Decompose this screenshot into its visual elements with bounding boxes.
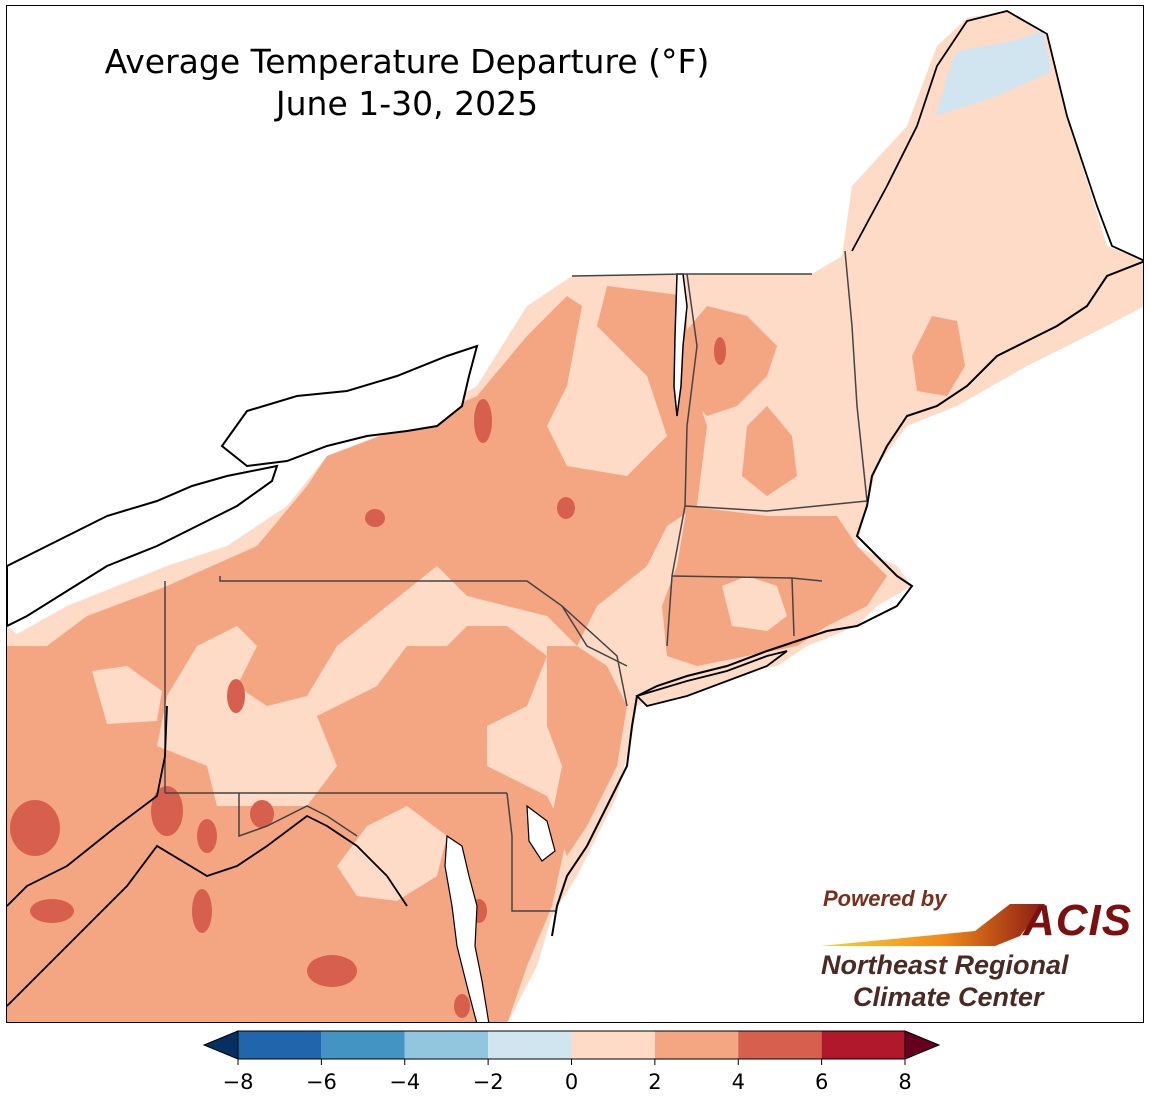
de-border xyxy=(506,792,557,912)
colorbar-tick-label: −4 xyxy=(389,1070,420,1094)
pocket-cool-pa-south xyxy=(212,721,267,781)
colorbar-tick-label: −8 xyxy=(223,1070,254,1094)
colorbar-legend: −8 −6 −4 −2 0 2 4 6 8 xyxy=(202,1030,941,1094)
hot-spot xyxy=(10,800,60,856)
colorbar-tick-label: 6 xyxy=(815,1070,828,1094)
acis-swoosh-icon xyxy=(820,904,1045,946)
colorbar-over-arrow xyxy=(904,1030,941,1060)
hot-spot xyxy=(714,337,726,365)
acis-nrcc-logo: Powered by ACIS Northeast Regional Clima… xyxy=(815,886,1135,1016)
vt-nh-border xyxy=(684,273,698,507)
hot-spot xyxy=(307,955,357,987)
state-boundaries xyxy=(164,250,868,912)
colorbar-bin xyxy=(488,1031,572,1059)
md-wv-border xyxy=(238,793,358,838)
colorbar-bin xyxy=(238,1031,322,1059)
colorbar-tick-label: −6 xyxy=(306,1070,337,1094)
pocket-cool-ma xyxy=(722,576,787,631)
colorbar-bin xyxy=(321,1031,405,1059)
logo-powered-by: Powered by xyxy=(823,886,947,911)
colorbar-bin xyxy=(404,1031,489,1059)
colorbar-tick-label: 4 xyxy=(732,1070,745,1094)
hot-spot xyxy=(474,399,492,443)
zone-warm-nh xyxy=(742,406,797,496)
map-frame: Average Temperature Departure (°F) June … xyxy=(6,5,1144,1023)
nj-border xyxy=(561,605,628,707)
temperature-departure-map xyxy=(7,10,1143,1022)
colorbar-tick-label: 2 xyxy=(648,1070,661,1094)
colorbar-ticks: −8 −6 −4 −2 0 2 4 6 8 xyxy=(223,1059,912,1094)
pocket-cool-pa-west xyxy=(92,666,162,724)
hot-spot xyxy=(192,889,212,933)
logo-org-line1: Northeast Regional xyxy=(821,950,1069,980)
zone-warm-north-vt xyxy=(682,306,777,416)
hot-spot xyxy=(365,509,385,527)
nh-me-border xyxy=(844,250,868,502)
hot-spot xyxy=(250,800,274,828)
maine-border xyxy=(851,10,1143,262)
logo-acis-text: ACIS xyxy=(1023,896,1133,945)
hot-spot xyxy=(151,786,183,836)
lake-ontario xyxy=(220,344,479,468)
zone-warm-nj xyxy=(547,646,627,856)
hot-spot xyxy=(30,899,74,923)
coastline xyxy=(551,260,1143,937)
colorbar-bin xyxy=(821,1031,905,1059)
long-island xyxy=(635,650,788,707)
colorbar-bin xyxy=(571,1031,655,1059)
chesapeake-bay xyxy=(444,834,490,1022)
wv-va-border xyxy=(7,814,408,1007)
ct-ri-border xyxy=(791,577,795,637)
zone-warm-me-coast xyxy=(912,316,965,396)
colorbar-bin xyxy=(738,1031,822,1059)
hot-spots xyxy=(10,337,726,1018)
colorbar-tick-label: −2 xyxy=(473,1070,504,1094)
delaware-bay xyxy=(526,804,556,862)
map-subtitle: June 1-30, 2025 xyxy=(275,84,539,123)
colorbar-under-arrow xyxy=(202,1030,239,1060)
hot-spot xyxy=(454,994,470,1018)
ny-vt-border xyxy=(571,273,812,277)
colorbar-bin xyxy=(654,1031,739,1059)
colorbar-bins xyxy=(202,1030,941,1060)
lake-champlain xyxy=(673,273,688,417)
ohio-wv-border xyxy=(7,705,168,907)
logo-org-line2: Climate Center xyxy=(853,982,1044,1012)
zone-cool-northern-me xyxy=(935,31,1052,116)
hot-spot xyxy=(227,679,245,713)
hot-spot xyxy=(197,819,217,853)
hot-spot xyxy=(557,497,575,519)
ny-pa-border xyxy=(219,576,628,667)
colorbar-tick-label: 8 xyxy=(898,1070,911,1094)
pocket-cool-md xyxy=(337,806,447,901)
ma-north-border xyxy=(684,500,868,512)
colorbar-tick-label: 0 xyxy=(565,1070,578,1094)
lake-erie xyxy=(7,464,279,628)
map-title: Average Temperature Departure (°F) xyxy=(104,42,710,81)
